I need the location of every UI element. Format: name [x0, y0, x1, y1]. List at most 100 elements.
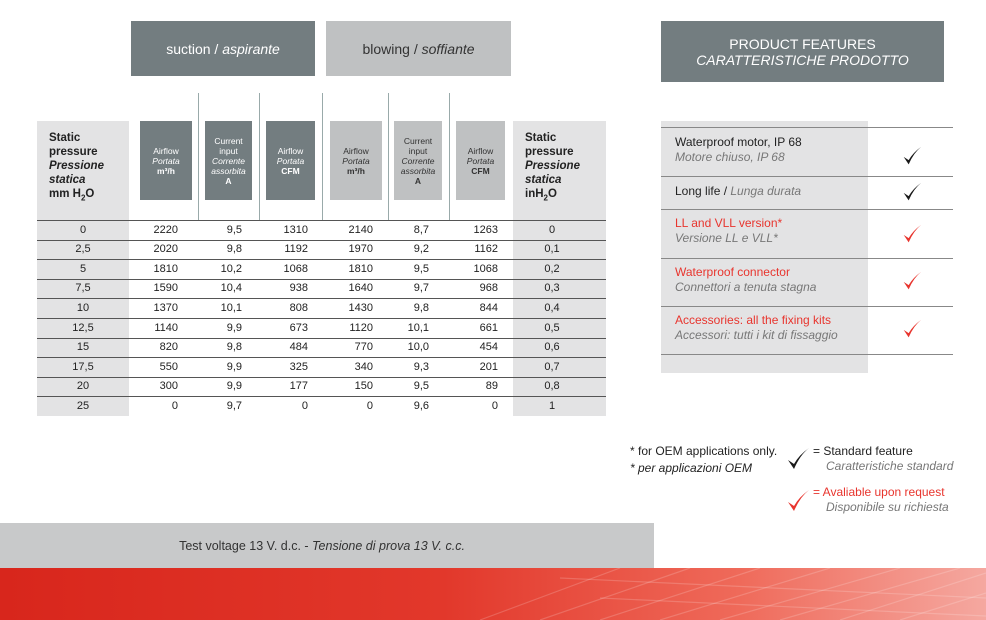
- features-title-en: PRODUCT FEATURES: [729, 35, 876, 52]
- feature-item: LL and VLL version* Versione LL e VLL*: [675, 216, 782, 246]
- feature-item: Long life / Lunga durata: [675, 184, 801, 199]
- table-cell: 661: [479, 321, 498, 334]
- table-cell: 1068: [473, 262, 498, 275]
- table-cell: 9,9: [226, 380, 242, 393]
- feature-en: LL and VLL version*: [675, 216, 783, 230]
- red-check-icon: [903, 319, 922, 338]
- feature-it: Versione LL e VLL*: [675, 231, 778, 245]
- table-cell: 12,5: [72, 321, 94, 334]
- feature-it: Connettori a tenuta stagna: [675, 280, 817, 294]
- table-cell: 1430: [348, 301, 373, 314]
- col-header-blowing-airflow-cfm: Airflow Portata CFM: [456, 121, 505, 200]
- sp-left-unit: mm H2O: [49, 188, 95, 203]
- table-cell: 325: [289, 360, 308, 373]
- features-title-it: CARATTERISTICHE PRODOTTO: [696, 51, 909, 68]
- table-cell: 1590: [153, 282, 178, 295]
- feature-it: Lunga durata: [730, 184, 802, 198]
- table-cell: 10,0: [407, 341, 429, 354]
- table-cell: 9,5: [413, 380, 429, 393]
- table-cell: 9,5: [226, 223, 242, 236]
- table-cell: 1810: [348, 262, 373, 275]
- table-cell: 0: [79, 223, 87, 236]
- column-divider: [449, 93, 450, 221]
- table-cell: 2220: [153, 223, 178, 236]
- decorative-red-stripe: [0, 568, 986, 620]
- col-header-blowing-current: Current input Corrente assorbita A: [394, 121, 442, 200]
- feature-item: Waterproof motor, IP 68 Motore chiuso, IP…: [675, 135, 802, 165]
- table-cell: 0,4: [544, 301, 560, 314]
- red-check-icon: [903, 271, 922, 290]
- table-cell: 1370: [153, 301, 178, 314]
- table-cell: 8,7: [413, 223, 429, 236]
- table-cell: 150: [354, 380, 373, 393]
- oem-note: * for OEM applications only. * per appli…: [630, 443, 777, 477]
- feature-divider: [661, 127, 953, 128]
- table-cell: 938: [289, 282, 308, 295]
- table-row-divider: [37, 318, 606, 319]
- table-cell: 17,5: [72, 360, 94, 373]
- table-cell: 0,3: [544, 282, 560, 295]
- feature-it: Motore chiuso, IP 68: [675, 150, 785, 164]
- black-check-icon: [788, 448, 809, 469]
- table-cell: 10,1: [220, 301, 242, 314]
- table-cell: 2020: [153, 243, 178, 256]
- table-cell: 1162: [474, 243, 498, 256]
- feature-divider: [661, 209, 953, 210]
- oem-note-en: * for OEM applications only.: [630, 444, 778, 458]
- table-cell: 0,2: [544, 262, 560, 275]
- col-header-suction-airflow-cfm: Airflow Portata CFM: [266, 121, 315, 200]
- legend-request-it: Disponibile su richiesta: [826, 500, 949, 514]
- table-cell: 9,8: [226, 243, 242, 256]
- table-cell: 9,2: [413, 243, 429, 256]
- column-divider: [198, 93, 199, 221]
- column-divider: [322, 93, 323, 221]
- table-cell: 9,8: [413, 301, 429, 314]
- table-row-divider: [37, 278, 606, 280]
- column-divider: [388, 93, 389, 221]
- table-cell: 1192: [284, 243, 308, 256]
- static-pressure-mm-header: Static pressure Pressione statica mm H2O: [37, 121, 129, 220]
- blowing-label-it: soffiante: [421, 40, 475, 57]
- table-cell: 9,8: [226, 341, 242, 354]
- table-cell: 25: [76, 399, 90, 412]
- table-cell: 7,5: [75, 282, 91, 295]
- table-cell: 9,5: [413, 262, 429, 275]
- table-cell: 770: [354, 341, 373, 354]
- features-header: PRODUCT FEATURES CARATTERISTICHE PRODOTT…: [661, 21, 944, 82]
- table-cell: 1810: [153, 262, 178, 275]
- table-cell: 89: [485, 380, 498, 393]
- red-check-icon: [788, 490, 809, 511]
- suction-header: suction / aspirante: [131, 21, 315, 76]
- feature-divider: [661, 354, 953, 355]
- sp-right-unit: inH2O: [525, 188, 557, 203]
- table-cell: 0,7: [544, 360, 560, 373]
- sp-right-l1: Static: [525, 132, 557, 144]
- feature-en: Accessories: all the fixing kits: [675, 313, 832, 327]
- feature-divider: [661, 258, 953, 259]
- sp-right-l3: Pressione: [525, 160, 580, 172]
- feature-divider: [661, 306, 953, 307]
- blowing-label-en: blowing /: [362, 40, 418, 57]
- sp-left-l3: Pressione: [49, 160, 104, 172]
- table-row-divider: [37, 298, 606, 300]
- table-cell: 10: [76, 301, 90, 314]
- table-cell: 0,8: [544, 380, 560, 393]
- test-voltage-it: Tensione di prova 13 V. c.c.: [312, 538, 465, 553]
- table-cell: 9,9: [226, 321, 242, 334]
- col-header-suction-current: Current input Corrente assorbita A: [205, 121, 252, 200]
- table-cell: 0,6: [544, 341, 560, 354]
- table-row-divider: [37, 259, 606, 261]
- black-check-icon: [903, 146, 922, 165]
- table-cell: 9,3: [413, 360, 429, 373]
- table-cell: 5: [79, 262, 87, 275]
- feature-item: Accessories: all the fixing kits Accessor…: [675, 313, 838, 343]
- table-cell: 10,1: [407, 321, 429, 334]
- sp-right-l2: pressure: [525, 146, 574, 158]
- feature-divider: [661, 176, 953, 177]
- feature-item: Waterproof connector Connettori a tenuta …: [675, 265, 816, 295]
- table-cell: 1263: [473, 223, 498, 236]
- feature-it: Accessori: tutti i kit di fissaggio: [675, 328, 838, 342]
- legend-request: = Avaliable upon request Disponibile su …: [813, 485, 949, 515]
- table-cell: 340: [354, 360, 373, 373]
- legend-standard-en: = Standard feature: [813, 444, 913, 458]
